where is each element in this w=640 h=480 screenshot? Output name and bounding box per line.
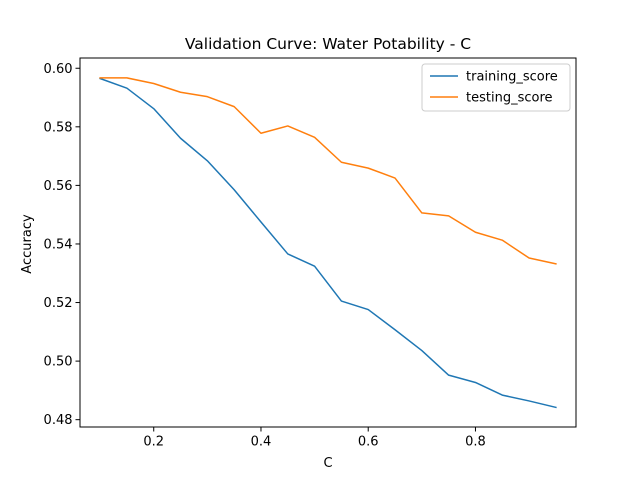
- series-line-training-score: [99, 77, 557, 409]
- plot-frame: [79, 57, 577, 428]
- y-axis: 0.48 0.50 0.52 0.54 0.56 0.58 0.60: [44, 62, 80, 428]
- y-tick-label: 0.52: [44, 296, 73, 311]
- x-tick-label: 0.4: [251, 435, 272, 450]
- x-axis-label: C: [323, 456, 332, 471]
- y-tick-label: 0.56: [44, 179, 73, 194]
- y-tick-label: 0.48: [44, 413, 73, 428]
- x-axis: 0.2 0.4 0.6 0.8: [143, 427, 486, 450]
- x-tick-label: 0.2: [143, 435, 164, 450]
- y-tick-label: 0.58: [44, 120, 73, 135]
- y-axis-label: Accuracy: [20, 214, 35, 274]
- x-tick-label: 0.8: [465, 435, 486, 450]
- legend: training_score testing_score: [421, 63, 571, 112]
- chart-title: Validation Curve: Water Potability - C: [185, 35, 471, 53]
- series-line-testing-score: [99, 77, 557, 265]
- x-tick-label: 0.6: [358, 435, 379, 450]
- y-tick-label: 0.60: [44, 62, 73, 77]
- legend-box: [421, 63, 571, 112]
- y-tick-label: 0.54: [44, 237, 73, 252]
- legend-label: training_score: [466, 70, 558, 85]
- legend-label: testing_score: [466, 91, 553, 106]
- plot-area: [99, 77, 557, 409]
- y-tick-label: 0.50: [44, 355, 73, 370]
